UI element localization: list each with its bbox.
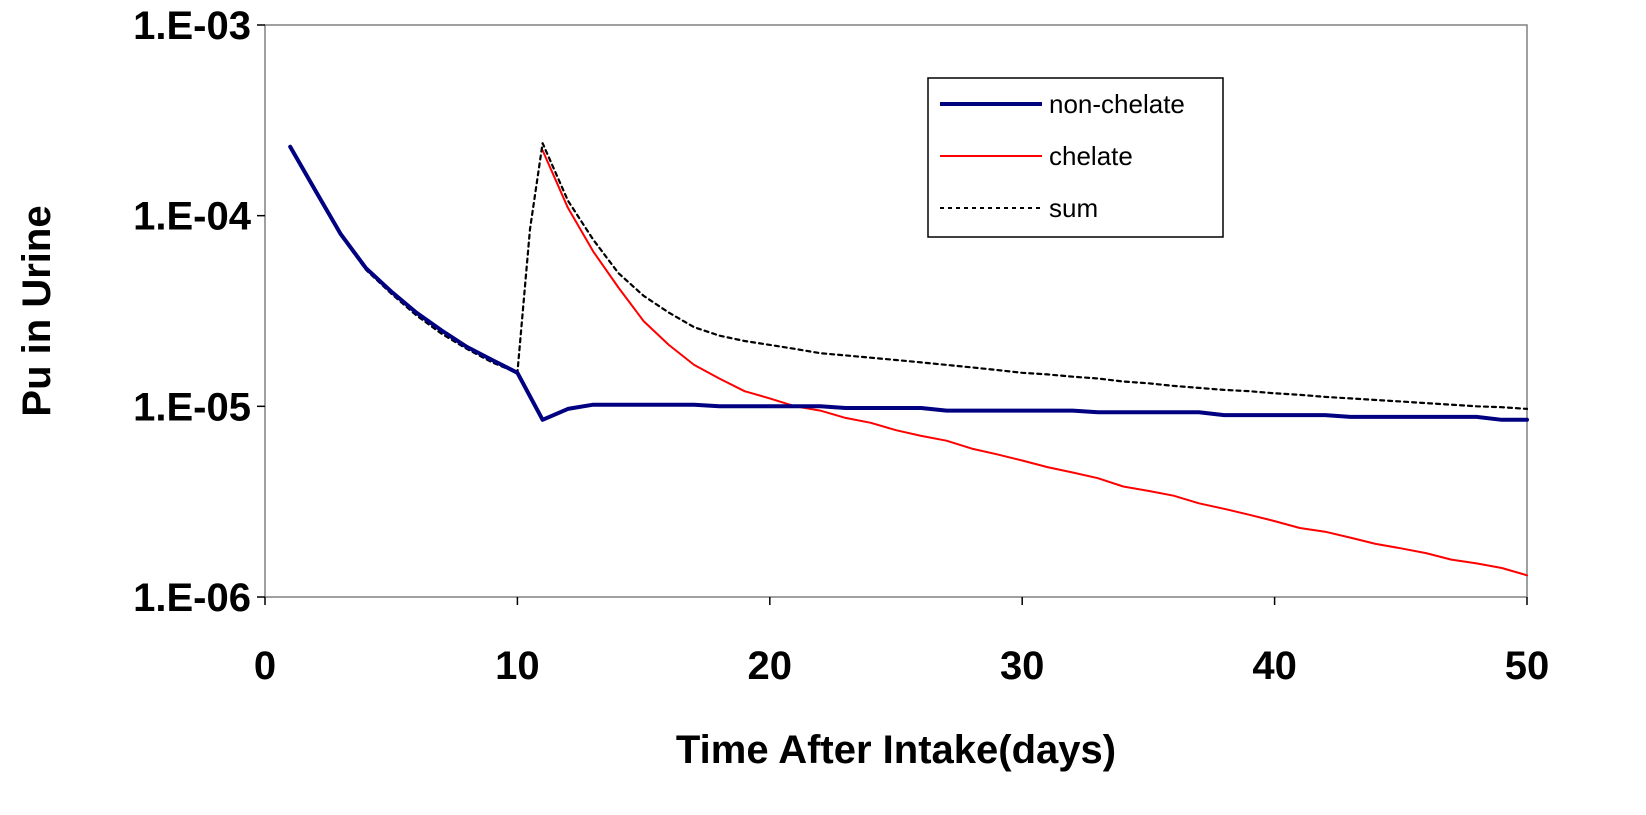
legend-label-non-chelate: non-chelate — [1049, 89, 1185, 119]
x-tick-label: 20 — [748, 644, 793, 688]
x-tick-label: 40 — [1252, 644, 1297, 688]
x-tick-label: 30 — [1000, 644, 1045, 688]
y-axis: 1.E-06 1.E-05 1.E-04 1.E-03 — [133, 4, 265, 620]
legend: non-chelate chelate sum — [927, 77, 1224, 238]
series-line-non-chelate — [288, 144, 1529, 422]
y-tick-label: 1.E-05 — [133, 385, 251, 429]
x-axis: 0 10 20 30 40 50 — [254, 597, 1549, 688]
y-tick-label: 1.E-06 — [133, 576, 251, 620]
x-tick-label: 50 — [1505, 644, 1550, 688]
y-axis-title: Pu in Urine — [15, 205, 59, 416]
series-layer — [288, 142, 1529, 577]
series-line-chelate — [541, 149, 1528, 577]
legend-label-sum: sum — [1049, 193, 1098, 223]
x-axis-title: Time After Intake(days) — [676, 728, 1116, 772]
y-tick-label: 1.E-04 — [133, 195, 252, 239]
x-tick-label: 10 — [495, 644, 540, 688]
x-tick-label: 0 — [254, 644, 276, 688]
legend-label-chelate: chelate — [1049, 141, 1133, 171]
y-tick-label: 1.E-03 — [133, 4, 251, 48]
plot-area-border — [264, 24, 1528, 598]
